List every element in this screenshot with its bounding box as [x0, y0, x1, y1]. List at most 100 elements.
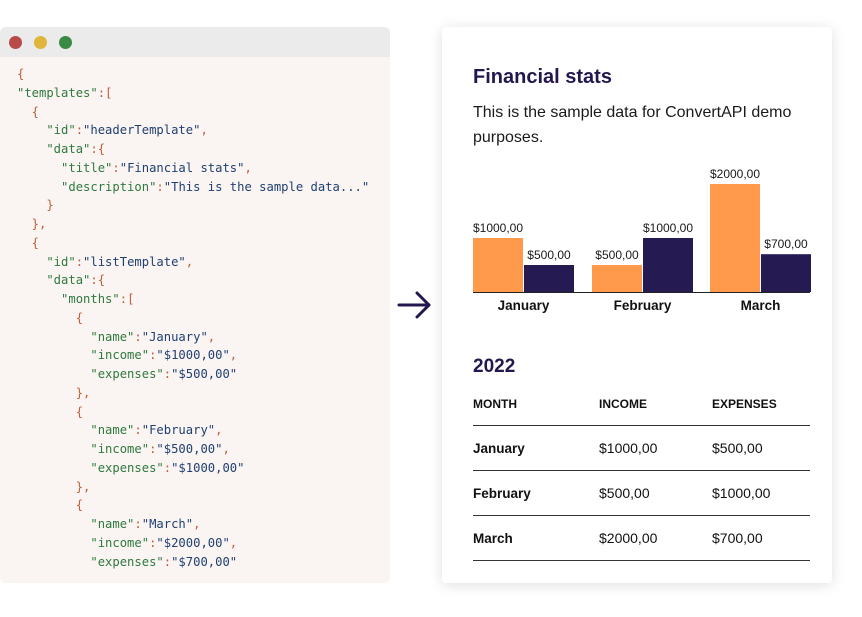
code-token: "$1000,00": [171, 460, 245, 475]
category-label: March: [741, 298, 781, 313]
code-token: :: [163, 367, 172, 381]
bar-expenses-january: [524, 265, 574, 292]
arrow-right-icon: [397, 291, 431, 319]
bar-income-march: [710, 184, 760, 292]
code-token: "$500,00": [171, 367, 238, 381]
minimize-dot-icon[interactable]: [34, 36, 47, 49]
bar-value-label: $500,00: [595, 248, 639, 262]
category-label: January: [498, 298, 550, 313]
code-token: :: [163, 460, 172, 475]
code-token: :: [75, 254, 84, 269]
code-token: "id": [17, 254, 76, 269]
code-token: :: [134, 517, 142, 531]
code-token: "id": [17, 123, 76, 138]
code-token: "income": [17, 442, 150, 456]
code-token: "data": [17, 142, 91, 156]
bar-value-label: $700,00: [764, 237, 808, 251]
code-token: "name": [17, 517, 135, 531]
bar-value-label: $1000,00: [473, 221, 523, 235]
bar-value-label: $2000,00: [710, 167, 760, 181]
code-token: "$1000,00": [156, 348, 230, 363]
code-token: "January": [141, 329, 208, 344]
code-token: },: [17, 385, 91, 400]
cell-month: January: [473, 425, 599, 471]
code-token: "February": [141, 423, 216, 438]
code-token: "Financial stats": [119, 160, 245, 175]
code-token: "expenses": [17, 367, 164, 381]
code-token: :: [156, 179, 164, 194]
code-token: :[: [97, 85, 113, 100]
cell-income: $1000,00: [599, 425, 712, 471]
document-description: This is the sample data for ConvertAPI d…: [473, 104, 792, 146]
bar-value-label: $1000,00: [643, 221, 693, 235]
code-token: },: [17, 479, 91, 494]
code-token: "title": [17, 160, 113, 175]
bar-income-february: [592, 265, 642, 292]
code-token: }: [17, 198, 54, 213]
cell-income: $500,00: [599, 470, 712, 516]
table-row: January $1000,00 $500,00: [473, 425, 810, 471]
code-token: {: [17, 310, 84, 325]
cell-month: February: [473, 470, 599, 516]
code-token: :{: [90, 142, 106, 156]
bar-expenses-march: [761, 254, 811, 292]
document-title: Financial stats: [473, 66, 612, 88]
code-token: ,: [185, 254, 194, 269]
close-dot-icon[interactable]: [9, 36, 22, 49]
code-token: ,: [193, 517, 201, 531]
code-token: "description": [17, 179, 157, 194]
code-token: "headerTemplate": [83, 123, 201, 138]
code-token: ,: [244, 160, 252, 175]
code-token: "expenses": [17, 460, 164, 475]
code-token: :[: [119, 292, 135, 306]
code-token: :: [134, 329, 142, 344]
code-token: "$2000,00": [156, 535, 230, 550]
code-token: "months": [17, 292, 120, 306]
code-token: ,: [222, 442, 230, 456]
code-token: :: [134, 423, 142, 438]
code-token: ,: [200, 123, 208, 138]
category-label: February: [614, 298, 672, 313]
bar-expenses-february: [643, 238, 693, 292]
code-token: :: [149, 535, 157, 550]
code-token: "March": [141, 517, 194, 531]
code-token: ,: [215, 423, 223, 438]
code-token: {: [17, 498, 84, 513]
table-row: March $2000,00 $700,00: [473, 515, 810, 561]
code-token: "$500,00": [156, 442, 223, 456]
code-token: "data": [17, 273, 91, 288]
code-token: ,: [229, 348, 238, 363]
code-token: "name": [17, 423, 135, 438]
code-token: :: [149, 348, 157, 363]
financial-table: MONTH INCOME EXPENSES January $1000,00 $…: [473, 383, 810, 561]
table-header-row: MONTH INCOME EXPENSES: [473, 383, 810, 426]
document-preview: Financial stats This is the sample data …: [442, 27, 832, 583]
maximize-dot-icon[interactable]: [59, 36, 72, 49]
code-token: :: [163, 554, 172, 569]
code-token: {: [17, 67, 25, 81]
table-year-heading: 2022: [473, 356, 516, 377]
json-code-block: { "templates":[ { "id":"headerTemplate",…: [17, 65, 369, 571]
column-header-income: INCOME: [599, 383, 712, 426]
code-token: {: [17, 235, 40, 250]
code-token: "templates": [17, 85, 98, 100]
code-token: "name": [17, 329, 135, 344]
code-token: "income": [17, 535, 150, 550]
code-token: ,: [207, 329, 216, 344]
code-token: :: [75, 123, 84, 138]
code-token: {: [17, 104, 40, 119]
code-token: "This is the sample data...": [163, 179, 370, 194]
code-token: :: [112, 160, 120, 175]
column-header-expenses: EXPENSES: [712, 383, 810, 426]
cell-expenses: $700,00: [712, 515, 810, 561]
code-token: ,: [229, 535, 238, 550]
code-token: :: [149, 442, 157, 456]
window-titlebar: [0, 27, 390, 57]
code-token: "expenses": [17, 554, 164, 569]
code-token: {: [17, 404, 84, 419]
code-token: },: [17, 217, 47, 231]
cell-expenses: $1000,00: [712, 470, 810, 516]
bar-value-label: $500,00: [527, 248, 571, 262]
cell-income: $2000,00: [599, 515, 712, 561]
cell-expenses: $500,00: [712, 425, 810, 471]
